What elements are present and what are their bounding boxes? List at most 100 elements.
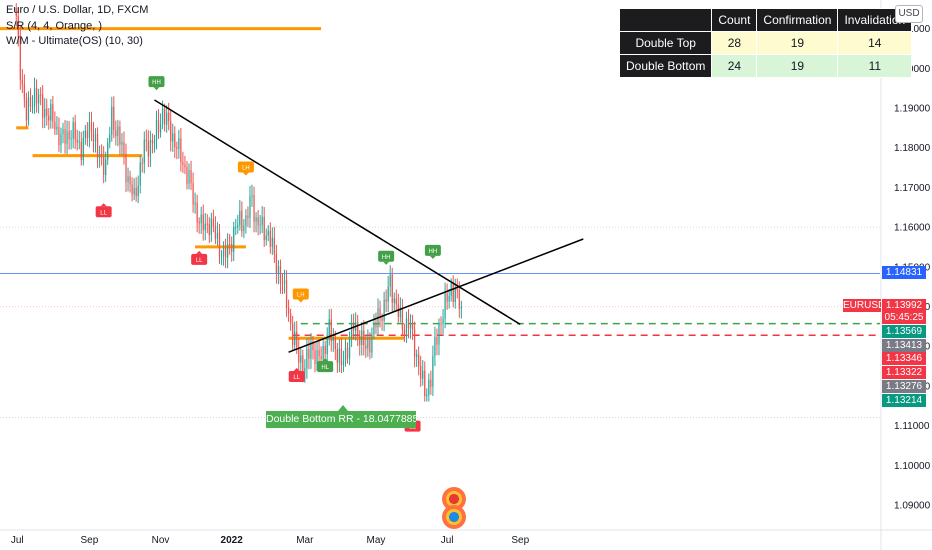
candle-body (78, 141, 80, 143)
candle-body (141, 162, 143, 164)
swing-marker-pointer (196, 250, 203, 254)
stats-row-double-bottom: Double Bottom 24 19 11 (618, 54, 913, 78)
stats-count: 24 (711, 54, 758, 78)
candle-body (111, 106, 113, 135)
swing-marker: HH (424, 244, 441, 259)
candle-body (287, 307, 290, 314)
swing-marker-pointer (322, 358, 329, 362)
candle-body (127, 176, 129, 183)
double-bottom-label: Double Bottom RR - 18.0477885104 (266, 411, 416, 428)
stats-header-count: Count (711, 8, 758, 32)
candle-body (300, 355, 302, 363)
candle-body (426, 394, 428, 397)
candle-body (21, 79, 23, 84)
candle-body (218, 232, 221, 256)
candle-body (308, 348, 310, 359)
candle-body (391, 274, 393, 303)
candle-body (210, 218, 212, 235)
candle-body (418, 354, 420, 367)
candle-body (383, 299, 385, 321)
candle-body (29, 97, 32, 107)
candle-body (257, 217, 259, 226)
swing-marker-label: HH (152, 80, 161, 86)
price-tag-last: 1.13992 (882, 299, 926, 312)
candle-body (35, 87, 38, 104)
swing-marker-pointer (242, 172, 249, 176)
candle-body (107, 142, 109, 160)
candle-body (96, 134, 99, 158)
candle-body (180, 138, 182, 163)
price-tag-red-2: 1.13322 (882, 366, 926, 379)
candle-body (131, 184, 133, 195)
candle-body (314, 350, 316, 365)
candle-body (109, 134, 111, 143)
indicator-sr-label[interactable]: S/R (4, 4, Orange, ) (6, 20, 102, 32)
candle-body (401, 307, 404, 330)
candle-body (143, 139, 145, 164)
swing-marker: HH (378, 250, 395, 265)
candle-body (37, 94, 40, 104)
stats-confirmation: 19 (756, 54, 839, 78)
candle-body (88, 122, 91, 139)
x-tick-label: Sep (511, 535, 529, 546)
candle-body (342, 361, 345, 365)
candle-body (446, 293, 448, 302)
candle-body (17, 15, 19, 36)
indicator-wm-label[interactable]: W/M - Ultimate(OS) (10, 30) (6, 35, 143, 47)
candle-body (310, 341, 312, 359)
candle-body (64, 129, 66, 144)
y-tick-label: 1.09000 (894, 500, 931, 511)
candle-body (302, 355, 304, 373)
candle-body (379, 308, 381, 319)
price-tag-gray-2: 1.13276 (882, 380, 926, 393)
candle-body (316, 350, 318, 365)
swing-marker-label: HH (382, 255, 391, 261)
candle-body (42, 94, 44, 118)
candle-body (161, 108, 164, 124)
price-tag-red-1: 1.13346 (882, 352, 926, 365)
candle-body (56, 126, 58, 130)
candle-body (265, 235, 267, 241)
candle-body (151, 140, 154, 144)
candle-body (243, 225, 245, 232)
swing-marker-pointer (297, 299, 304, 303)
candle-body (413, 329, 416, 357)
candle-body (395, 298, 397, 305)
candle-body (277, 266, 280, 274)
candle-body (137, 185, 139, 197)
swing-marker-box (191, 253, 208, 265)
candle-body (172, 133, 174, 142)
candle-body (222, 248, 225, 256)
candle-body (336, 349, 338, 363)
candle-body (389, 274, 391, 287)
candle-body (19, 35, 21, 80)
event-flag-icon[interactable] (442, 505, 466, 529)
candle-body (90, 122, 93, 131)
candle-body (320, 356, 322, 360)
candle-body (411, 324, 414, 330)
swing-marker: HH (148, 76, 165, 91)
candle-body (330, 319, 332, 342)
swing-marker-label: LH (242, 165, 250, 171)
swing-marker-box (237, 161, 254, 173)
swing-marker-label: HH (429, 249, 438, 255)
price-tag-blue-level: 1.14831 (882, 266, 926, 279)
swing-marker-pointer (429, 255, 436, 259)
candle-body (66, 131, 68, 144)
candle-body (182, 162, 184, 165)
candle-body (198, 222, 200, 224)
candle-body (281, 282, 284, 284)
candle-body (387, 286, 389, 302)
candle-body (72, 122, 74, 139)
candle-body (76, 139, 78, 143)
candle-body (200, 214, 202, 224)
candle-body (255, 217, 257, 222)
candle-body (289, 313, 292, 324)
candle-body (166, 112, 168, 125)
swing-marker-box (378, 250, 395, 262)
currency-button[interactable]: USD (895, 5, 923, 23)
swing-marker: HL (317, 358, 334, 373)
candle-body (194, 202, 196, 205)
candle-body (15, 7, 17, 16)
